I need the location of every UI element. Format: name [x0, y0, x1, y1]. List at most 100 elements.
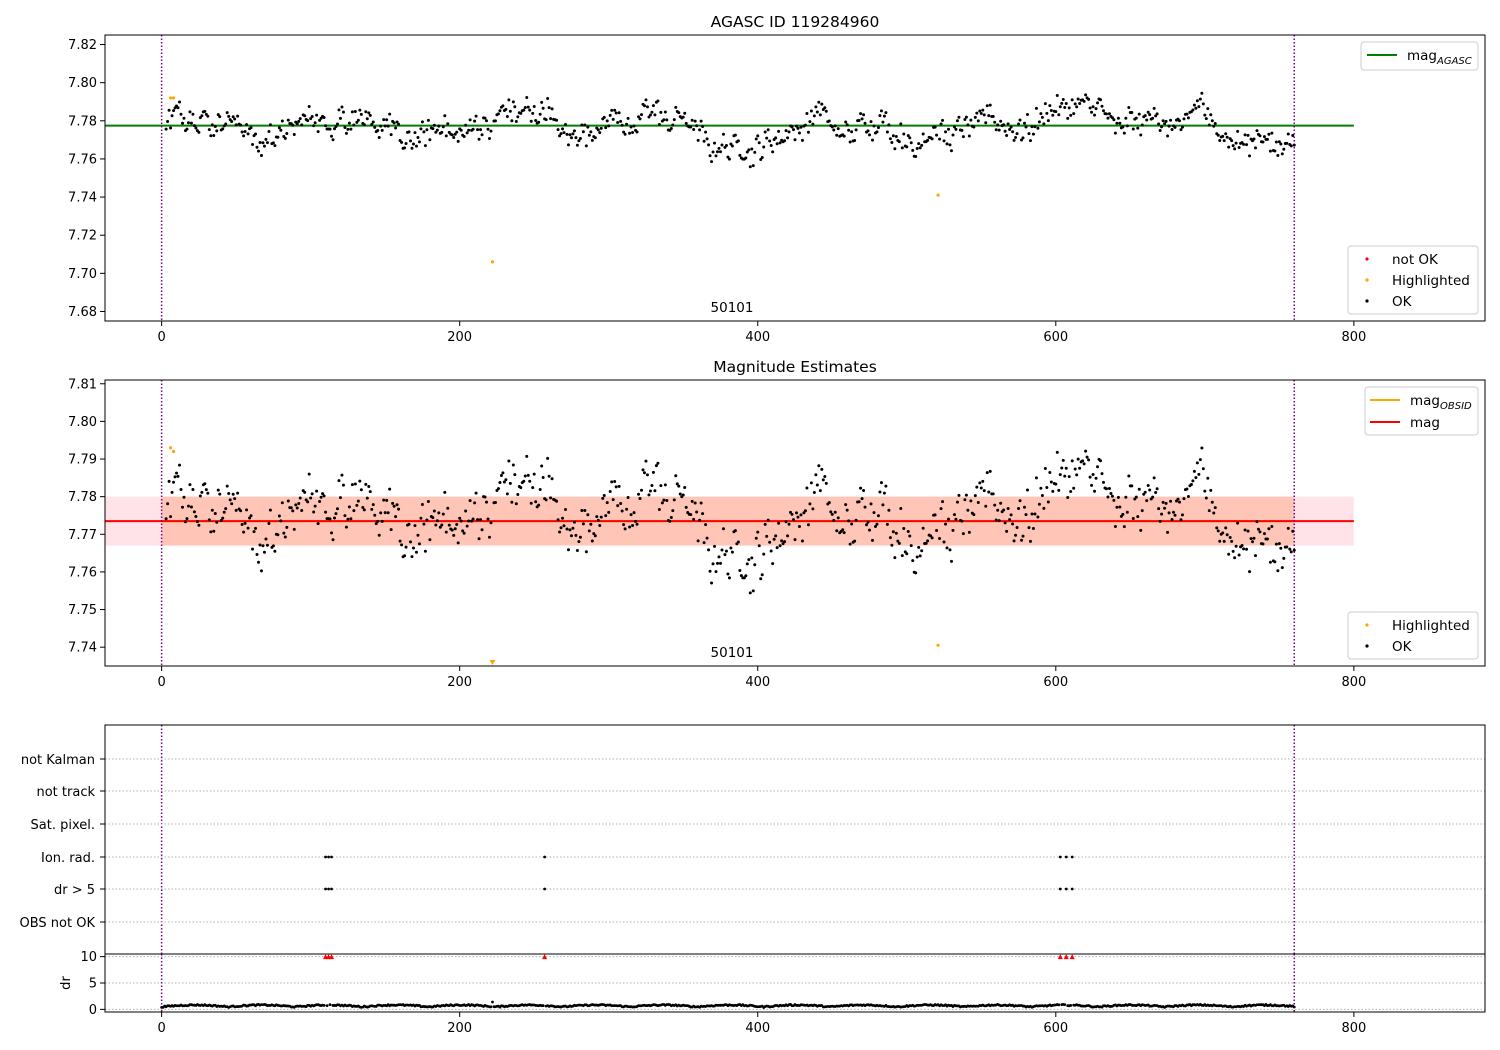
- ok-point: [596, 128, 600, 132]
- ok-point: [973, 494, 977, 498]
- ok-point: [608, 113, 612, 117]
- ok-point: [823, 474, 827, 478]
- ok-point: [698, 128, 702, 132]
- ok-point: [695, 124, 699, 128]
- ok-point: [1009, 125, 1013, 129]
- ok-point: [750, 556, 754, 560]
- ok-point: [957, 493, 961, 497]
- ok-point: [172, 480, 176, 484]
- ok-point: [365, 117, 369, 121]
- ok-point: [207, 518, 211, 522]
- dr-point: [1069, 1004, 1073, 1007]
- ok-point: [1146, 484, 1150, 488]
- ok-point: [459, 128, 463, 132]
- ok-point: [757, 544, 761, 548]
- highlighted-point: [490, 260, 495, 264]
- ok-point: [690, 118, 694, 122]
- ok-point: [178, 463, 182, 467]
- ok-point: [820, 102, 824, 106]
- ok-point: [1127, 474, 1131, 478]
- ok-point: [717, 555, 721, 559]
- ok-point: [1125, 510, 1129, 514]
- ok-point: [277, 126, 281, 130]
- ok-point: [744, 574, 748, 578]
- ok-point: [848, 542, 852, 546]
- ok-point: [261, 544, 265, 548]
- ok-point: [641, 468, 645, 472]
- ok-point: [1234, 141, 1238, 145]
- ok-point: [1020, 138, 1024, 142]
- ok-point: [273, 144, 277, 148]
- ok-point: [900, 554, 904, 558]
- ok-point: [750, 147, 754, 151]
- ok-point: [1255, 129, 1259, 133]
- ok-point: [423, 144, 427, 148]
- ok-point: [1023, 121, 1027, 125]
- ok-point: [1066, 116, 1070, 120]
- ok-point: [853, 138, 857, 142]
- ok-point: [1210, 500, 1214, 504]
- ok-point: [476, 518, 480, 522]
- ok-point: [976, 119, 980, 123]
- ok-point: [1197, 105, 1201, 109]
- ok-point: [1121, 512, 1125, 516]
- ok-point: [426, 118, 430, 122]
- ok-point: [1057, 488, 1061, 492]
- ok-point: [637, 492, 641, 496]
- ok-point: [772, 537, 776, 541]
- ok-point: [863, 505, 867, 509]
- dr-clipped-marker: [1063, 954, 1069, 960]
- ok-point: [593, 136, 597, 140]
- ok-point: [501, 471, 505, 475]
- ok-point: [335, 122, 339, 126]
- y-tick-label: 7.70: [68, 267, 97, 282]
- ok-point: [1025, 113, 1029, 117]
- x-tick-label: 400: [745, 1021, 770, 1036]
- ok-point: [997, 128, 1001, 132]
- ok-point: [349, 127, 353, 131]
- ok-point: [1058, 473, 1062, 477]
- ok-point: [391, 501, 395, 505]
- magnitude-estimates-panel: Magnitude Estimates 7.74 7.75 7.76 7.77 7.78…: [68, 358, 1486, 690]
- ok-point: [1204, 496, 1208, 500]
- ok-point: [334, 512, 338, 516]
- ok-point: [356, 118, 360, 122]
- ok-point: [473, 119, 477, 123]
- ok-point: [1130, 110, 1134, 114]
- ok-point: [939, 507, 943, 511]
- ok-point: [389, 133, 393, 137]
- ok-point: [747, 558, 751, 562]
- ok-point: [1012, 138, 1016, 142]
- ok-point: [555, 118, 559, 122]
- ok-point: [711, 562, 715, 566]
- ok-point: [915, 146, 919, 150]
- ok-point: [215, 129, 219, 133]
- y-tick-label: 7.82: [68, 38, 97, 53]
- ok-point: [352, 123, 356, 127]
- ok-point: [1158, 128, 1162, 132]
- ok-point: [407, 130, 411, 134]
- ok-point: [866, 520, 870, 524]
- ok-point: [844, 503, 848, 507]
- ok-point: [1118, 505, 1122, 509]
- ok-point: [701, 125, 705, 129]
- ok-point: [528, 479, 532, 483]
- ok-point: [827, 119, 831, 123]
- ok-point: [239, 509, 243, 513]
- ok-point: [848, 140, 852, 144]
- ok-point: [544, 118, 548, 122]
- ok-point: [736, 540, 740, 544]
- ok-point: [716, 561, 720, 565]
- ok-point: [894, 134, 898, 138]
- dr-point: [489, 1005, 493, 1009]
- ok-point: [921, 526, 925, 530]
- ok-point: [505, 492, 509, 496]
- ok-point: [613, 108, 617, 112]
- ok-point: [383, 511, 387, 515]
- ok-point: [1166, 134, 1170, 138]
- ok-point: [540, 464, 544, 468]
- ok-point: [522, 108, 526, 112]
- ok-point: [277, 514, 281, 518]
- dr-clipped-marker: [542, 954, 548, 960]
- ok-point: [364, 482, 368, 486]
